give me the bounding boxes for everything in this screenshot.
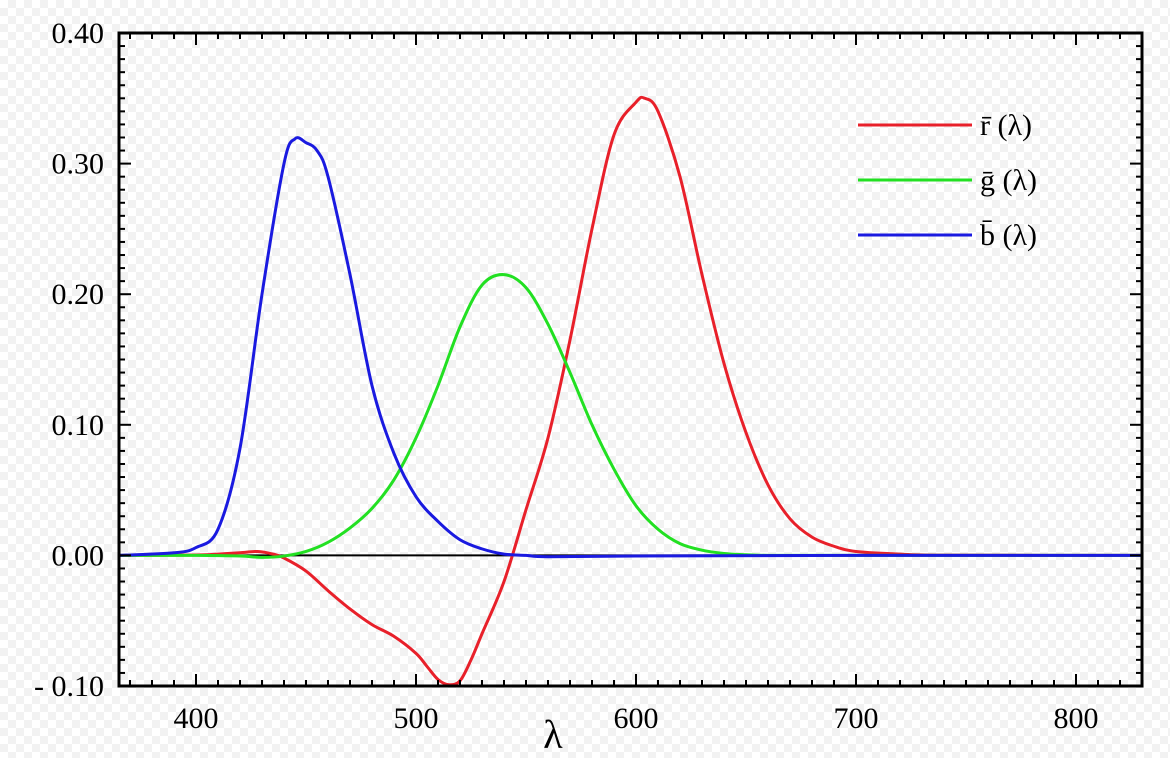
- g-bar-series-line: [119, 273, 1142, 559]
- y-tick-label: 0.30: [52, 148, 105, 181]
- y-tick-label: 0.40: [52, 17, 105, 50]
- x-tick-label: 700: [834, 702, 879, 735]
- legend: r̄ (λ) ḡ (λ) b̄ (λ): [858, 109, 1037, 252]
- y-axis-tick-labels: 0.40 0.30 0.20 0.10 0.00 - 0.10: [34, 17, 104, 703]
- legend-entry-b-bar: b̄ (λ): [980, 219, 1037, 252]
- series-lines: [119, 95, 1142, 686]
- legend-entry-r-bar: r̄ (λ): [980, 109, 1032, 142]
- r-bar-series-line: [119, 95, 1142, 686]
- y-tick-label: 0.00: [52, 539, 105, 572]
- y-tick-label: 0.20: [52, 278, 105, 311]
- b-bar-series-line: [119, 136, 1142, 559]
- axis-ticks: [119, 32, 1143, 687]
- x-axis-tick-labels: 400 500 600 700 800: [174, 702, 1099, 735]
- x-tick-label: 500: [394, 702, 439, 735]
- y-tick-label: - 0.10: [34, 670, 104, 703]
- x-tick-label: 600: [614, 702, 659, 735]
- y-tick-label: 0.10: [52, 409, 105, 442]
- legend-entry-g-bar: ḡ (λ): [980, 164, 1037, 197]
- x-tick-label: 800: [1054, 702, 1099, 735]
- x-tick-label: 400: [174, 702, 219, 735]
- x-axis-label: λ: [543, 712, 563, 757]
